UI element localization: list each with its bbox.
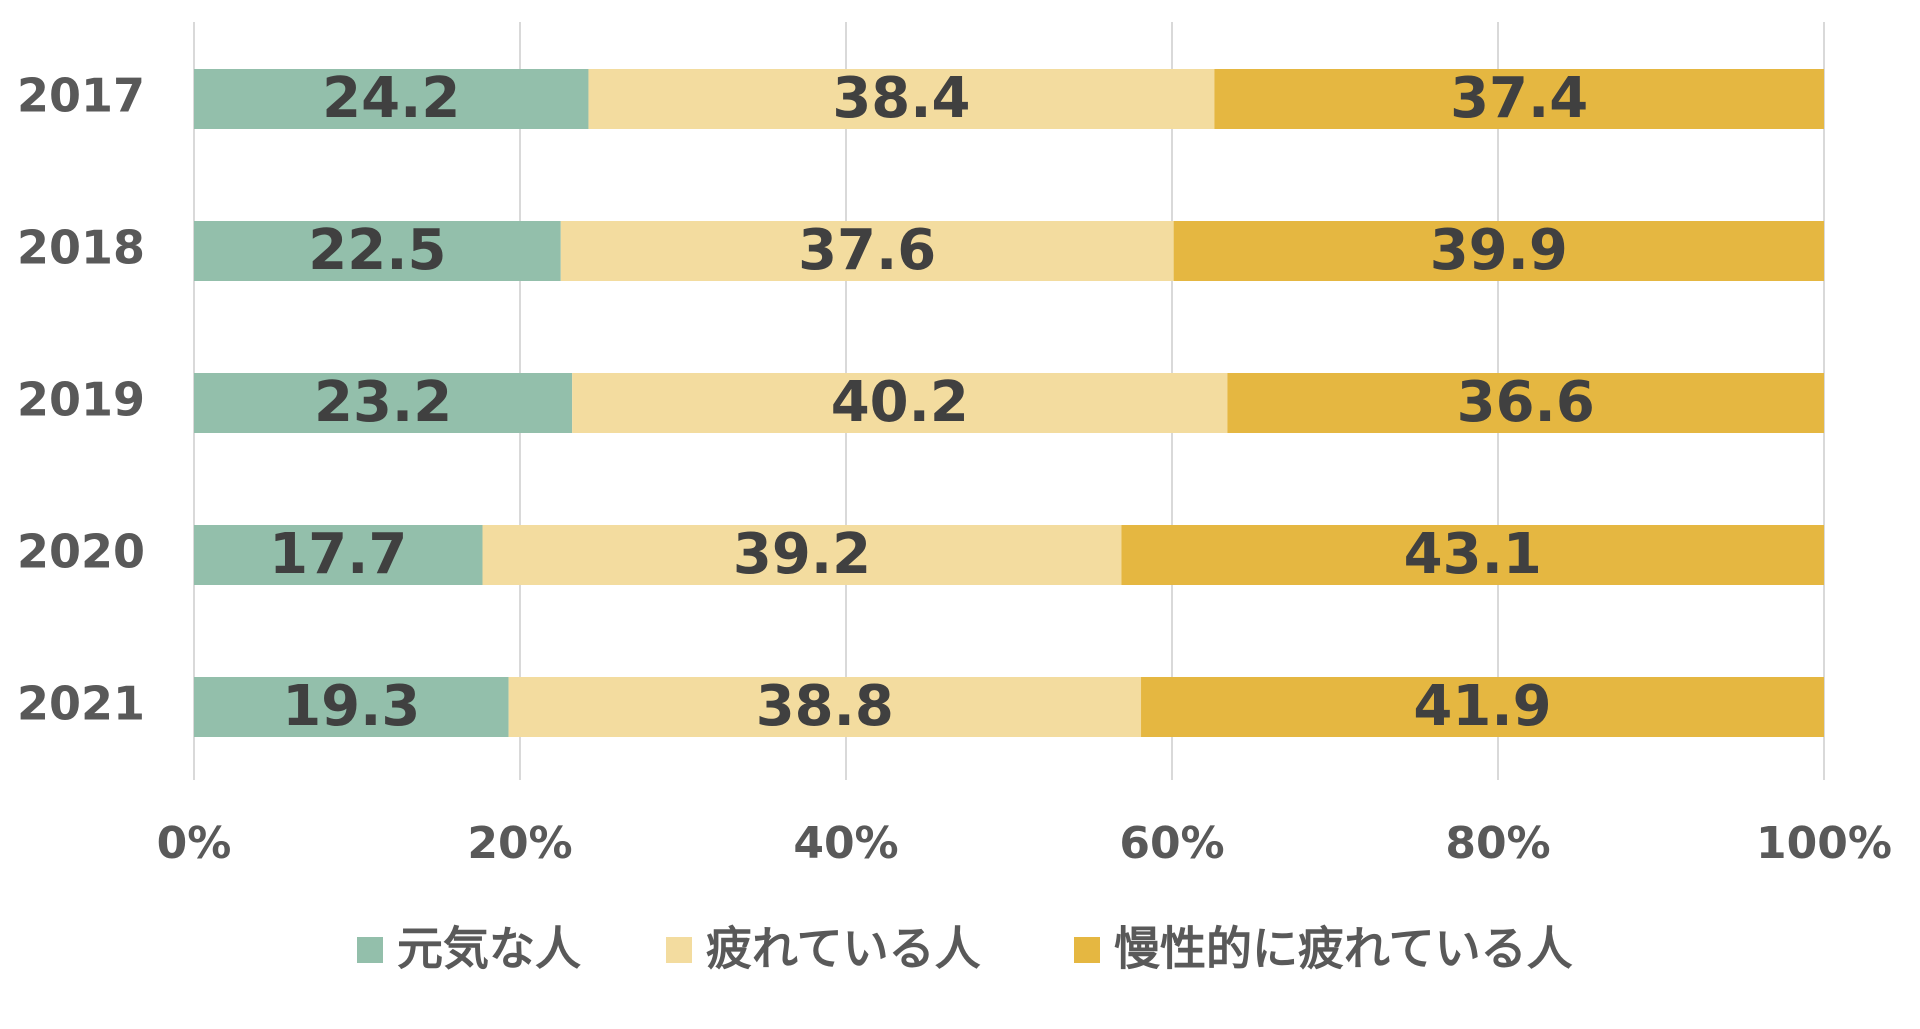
legend-swatch	[1074, 937, 1100, 963]
x-tick-label: 20%	[467, 818, 572, 869]
bar-segment	[1141, 677, 1824, 737]
legend-swatch	[666, 937, 692, 963]
data-label: 39.9	[1430, 218, 1568, 283]
bar-segment	[194, 221, 561, 281]
category-label: 2017	[17, 69, 145, 123]
bar-segment	[1173, 221, 1824, 281]
data-label: 22.5	[308, 218, 446, 283]
x-tick-label: 40%	[793, 818, 898, 869]
bar-segment	[508, 677, 1142, 737]
data-label: 38.8	[756, 674, 894, 739]
data-label: 41.9	[1413, 674, 1551, 739]
data-labels: 24.2 38.4 37.4 22.5 37.6 39.9 23.2 40.2 36.6 17.7…	[269, 66, 1595, 739]
data-label: 23.2	[314, 370, 452, 435]
bar-segment	[572, 373, 1228, 433]
data-label: 37.6	[798, 218, 936, 283]
data-label: 37.4	[1450, 66, 1588, 131]
bar-segment	[194, 69, 589, 129]
data-label: 36.6	[1457, 370, 1595, 435]
x-tick-label: 80%	[1445, 818, 1550, 869]
data-label: 24.2	[322, 66, 460, 131]
bar-segment	[1227, 373, 1824, 433]
legend-label: 疲れている人	[706, 922, 981, 976]
category-label: 2018	[17, 221, 145, 275]
category-label: 2020	[17, 525, 145, 579]
bar-segment	[194, 677, 509, 737]
bars	[194, 69, 1824, 737]
x-tick-label: 0%	[157, 818, 232, 869]
x-tick-label: 100%	[1756, 818, 1892, 869]
bar-segment	[560, 221, 1174, 281]
bar-segment	[588, 69, 1215, 129]
legend-swatch	[357, 937, 383, 963]
bar-segment	[1214, 69, 1824, 129]
data-label: 39.2	[733, 522, 871, 587]
data-label: 19.3	[282, 674, 420, 739]
category-label: 2021	[17, 677, 145, 731]
bar-segment	[1121, 525, 1824, 585]
data-label: 43.1	[1404, 522, 1542, 587]
legend-label: 慢性的に疲れている人	[1114, 922, 1573, 976]
bar-segment	[194, 373, 573, 433]
legend-label: 元気な人	[397, 922, 581, 976]
data-label: 38.4	[832, 66, 970, 131]
x-tick-label: 60%	[1119, 818, 1224, 869]
category-label: 2019	[17, 373, 145, 427]
bar-segment	[194, 525, 483, 585]
data-label: 40.2	[831, 370, 969, 435]
value-axis: 0% 20% 40% 60% 80% 100%	[157, 818, 1892, 869]
data-label: 17.7	[269, 522, 407, 587]
legend: 元気な人 疲れている人 慢性的に疲れている人	[357, 922, 1573, 976]
bar-segment	[482, 525, 1122, 585]
category-axis: 2017 2018 2019 2020 2021	[17, 69, 145, 731]
